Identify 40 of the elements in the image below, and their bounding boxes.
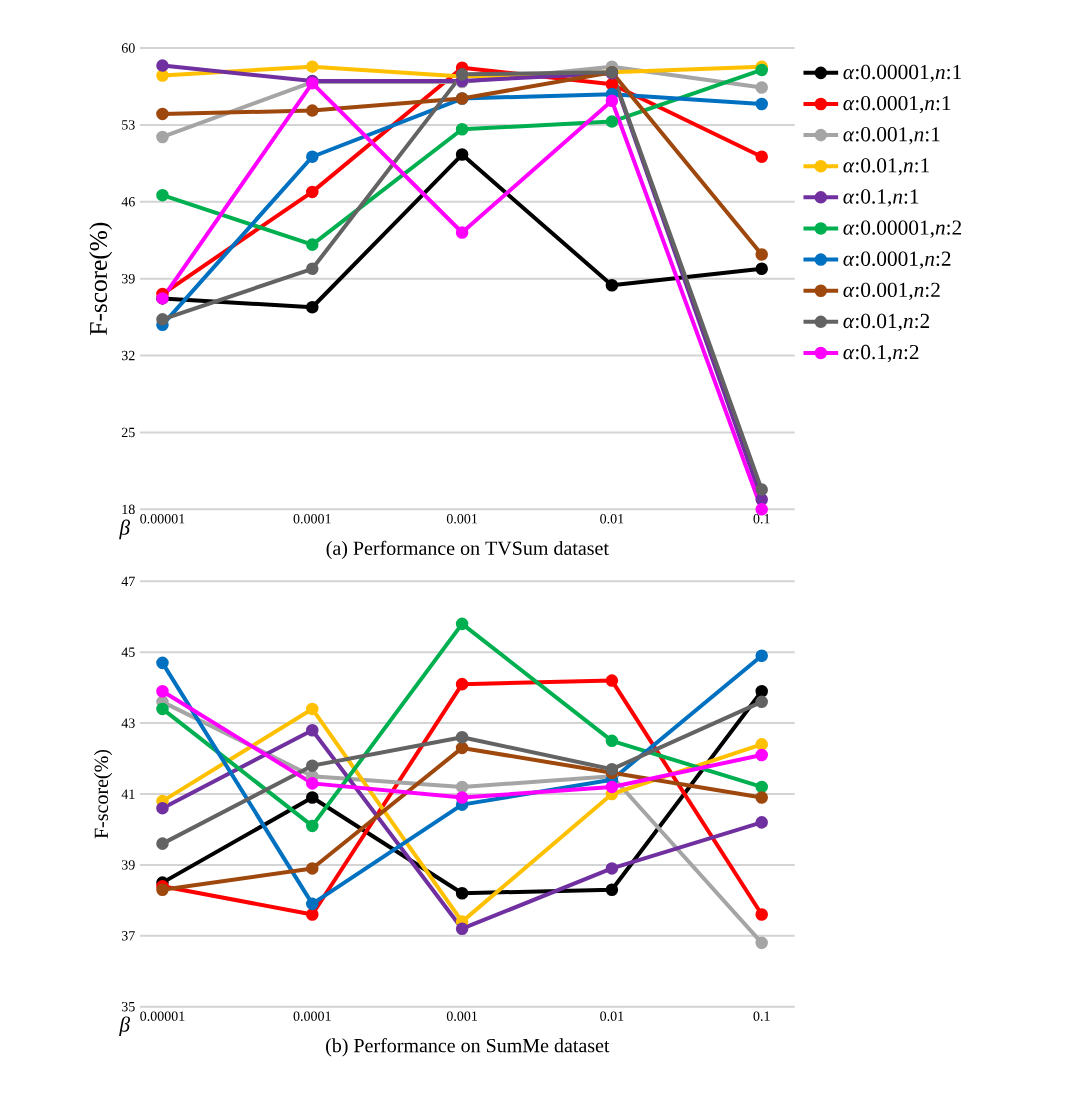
y-tick-label: 32 [121, 350, 135, 361]
x-tick-label: 0.1 [753, 514, 770, 524]
x-tick-label: 0.001 [446, 514, 477, 524]
y-tick-label: 46 [121, 197, 135, 207]
y-tick-label: 18 [122, 504, 135, 515]
y-tick-label: 60 [121, 43, 135, 53]
x-tick-label: 0.0001 [293, 1011, 331, 1021]
y-axis-title: F-score(%) [93, 749, 112, 839]
legend-label: α:0.0001,n:1 [843, 95, 951, 114]
y-tick-label: 39 [121, 860, 135, 870]
legend-label: α:0.00001,n:2 [843, 220, 961, 238]
x-tick-label: 0.00001 [140, 1011, 185, 1021]
x-tick-label: 0.00001 [140, 514, 185, 524]
legend-label: α:0.01,n:1 [843, 158, 929, 176]
y-tick-label: 35 [121, 1001, 135, 1012]
x-tick-label: 0.1 [753, 1011, 770, 1021]
legend-label: α:0.00001,n:1 [843, 64, 961, 83]
y-tick-label: 53 [121, 120, 135, 130]
y-axis-title: F-score(%) [89, 222, 112, 335]
x-tick-label: 0.01 [600, 514, 624, 524]
x-tick-label: 0.0001 [293, 514, 331, 524]
y-tick-label: 37 [121, 931, 135, 941]
x-axis-title: β [118, 519, 130, 540]
x-axis-title: β [118, 1016, 130, 1037]
legend-label: α:0.001,n:2 [843, 282, 940, 301]
legend-label: α:0.001,n:1 [843, 127, 940, 145]
y-tick-label: 45 [121, 647, 135, 657]
legend-label: α:0.1,n:2 [843, 344, 919, 363]
y-tick-label: 41 [121, 789, 135, 799]
legend-label: α:0.0001,n:2 [843, 251, 951, 269]
text: (b) Performance on SumMe dataset [325, 1038, 610, 1057]
y-tick-label: 43 [121, 718, 135, 728]
legend-label: α:0.01,n:2 [843, 313, 929, 332]
y-tick-label: 39 [121, 273, 135, 284]
text: (a) Performance on TVSum dataset [326, 540, 609, 560]
x-tick-label: 0.01 [600, 1011, 624, 1021]
legend-label: α:0.1,n:1 [843, 189, 919, 207]
x-tick-label: 0.001 [446, 1011, 477, 1021]
y-tick-label: 47 [121, 576, 135, 586]
y-tick-label: 25 [121, 427, 135, 438]
